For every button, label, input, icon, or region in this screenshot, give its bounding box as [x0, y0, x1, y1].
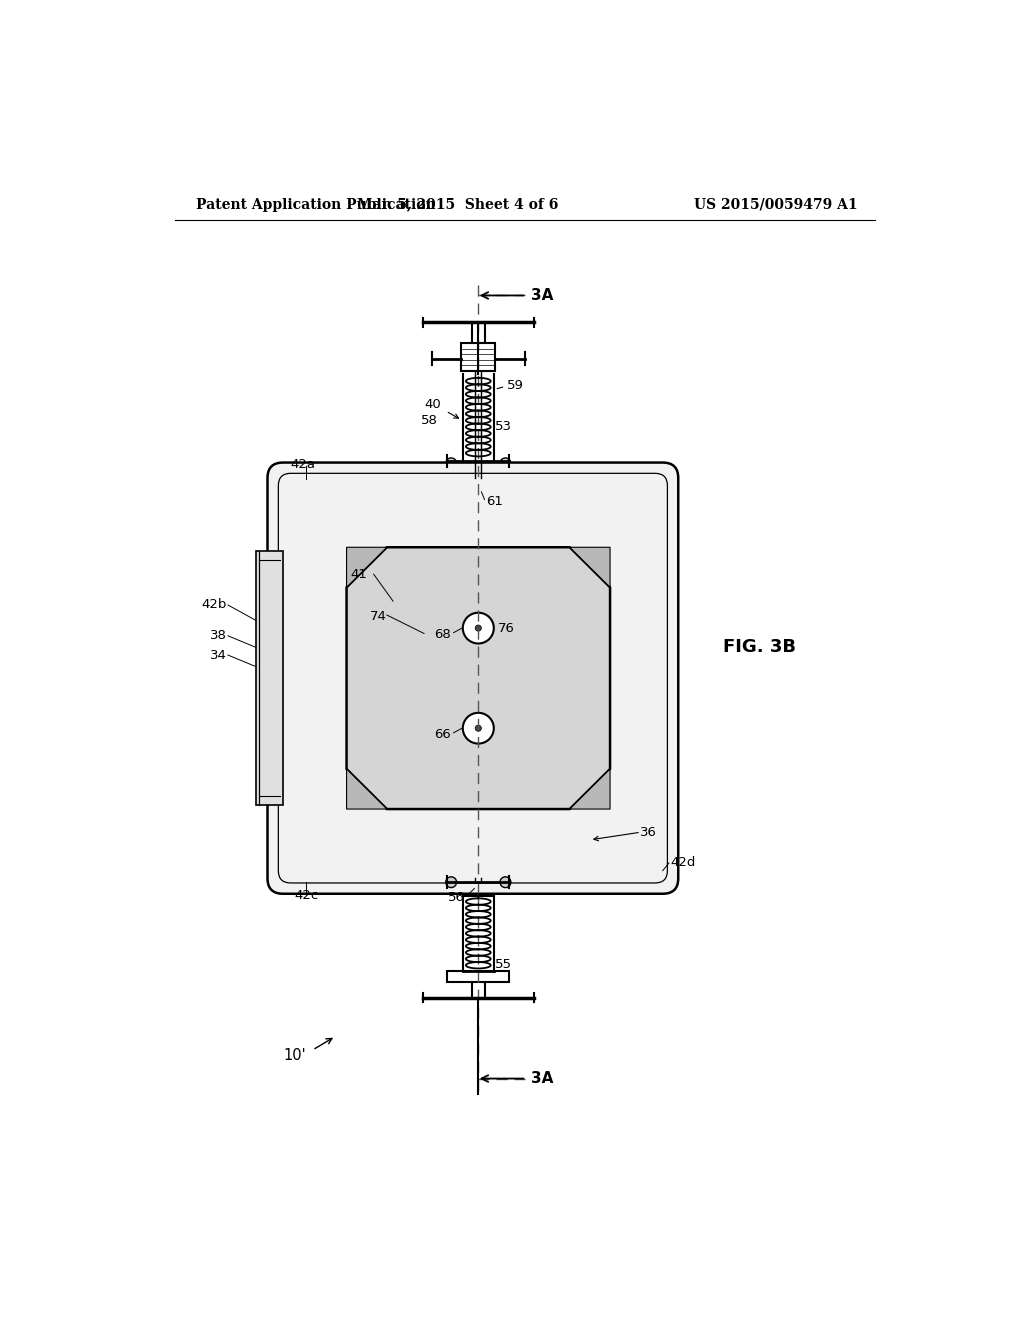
Text: 36: 36 [640, 825, 656, 838]
Text: 42c: 42c [295, 888, 318, 902]
Polygon shape [346, 548, 610, 809]
Text: Patent Application Publication: Patent Application Publication [197, 198, 436, 211]
Polygon shape [569, 548, 610, 587]
Text: 10': 10' [284, 1048, 306, 1063]
Text: 38: 38 [210, 630, 226, 643]
Text: 58: 58 [421, 413, 438, 426]
Text: 34: 34 [210, 648, 226, 661]
Circle shape [475, 626, 481, 631]
Text: Mar. 5, 2015  Sheet 4 of 6: Mar. 5, 2015 Sheet 4 of 6 [356, 198, 558, 211]
Text: 68: 68 [434, 628, 452, 640]
Text: 66: 66 [434, 727, 452, 741]
Text: 41: 41 [350, 568, 368, 581]
Circle shape [475, 725, 481, 731]
Circle shape [500, 876, 511, 887]
Text: US 2015/0059479 A1: US 2015/0059479 A1 [693, 198, 857, 211]
Text: 59: 59 [507, 379, 524, 392]
Bar [472, 322, 484, 343]
Circle shape [500, 458, 511, 469]
Circle shape [445, 876, 457, 887]
Text: 42a: 42a [291, 458, 315, 471]
Text: 42b: 42b [201, 598, 226, 611]
Circle shape [445, 458, 457, 469]
Polygon shape [569, 770, 610, 809]
Text: 56: 56 [447, 891, 464, 904]
Polygon shape [346, 770, 387, 809]
FancyBboxPatch shape [267, 462, 678, 894]
Bar [256, 552, 283, 805]
Text: 53: 53 [496, 420, 512, 433]
Text: 3A: 3A [531, 288, 553, 304]
Bar [461, 343, 496, 371]
Text: 42d: 42d [671, 857, 696, 870]
Text: 3A: 3A [531, 1071, 553, 1086]
Circle shape [463, 713, 494, 743]
Text: 61: 61 [486, 495, 503, 508]
Text: 55: 55 [496, 958, 512, 972]
Text: 40: 40 [424, 399, 441, 412]
Bar [447, 970, 509, 982]
Polygon shape [346, 548, 387, 587]
Text: FIG. 3B: FIG. 3B [723, 639, 797, 656]
Text: 74: 74 [370, 610, 387, 623]
Circle shape [463, 612, 494, 644]
Text: 76: 76 [498, 622, 514, 635]
